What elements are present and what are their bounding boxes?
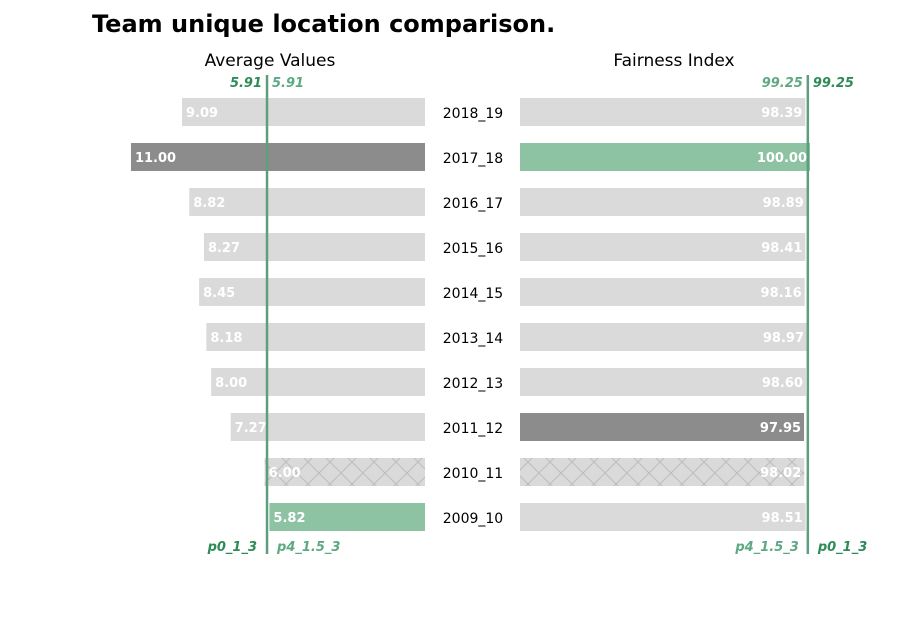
category-label-2017_18: 2017_18 bbox=[443, 151, 503, 167]
category-label-2013_14: 2013_14 bbox=[443, 331, 504, 347]
left-bar-label-2010_11: 6.00 bbox=[269, 466, 301, 481]
right-bar-label-2012_13: 98.60 bbox=[762, 376, 803, 391]
right-panel-title: Fairness Index bbox=[613, 51, 734, 71]
right-reference-value-a: 99.25 bbox=[762, 76, 803, 91]
chart-title: Team unique location comparison. bbox=[92, 10, 555, 38]
right-bar-2017_18 bbox=[520, 143, 810, 171]
right-reference-name-a: p4_1.5_3 bbox=[734, 540, 798, 555]
right-bar-label-2013_14: 98.97 bbox=[763, 331, 804, 346]
left-bar-label-2017_18: 11.00 bbox=[135, 151, 176, 166]
right-bar-2014_15 bbox=[520, 278, 805, 306]
left-bar-2015_16 bbox=[203, 233, 425, 261]
category-label-2010_11: 2010_11 bbox=[443, 466, 503, 482]
right-bar-2009_10 bbox=[520, 503, 806, 531]
category-label-2018_19: 2018_19 bbox=[443, 106, 503, 122]
right-bar-2010_11 bbox=[520, 458, 805, 486]
right-bar-label-2018_19: 98.39 bbox=[761, 106, 802, 121]
right-bar-label-2011_12: 97.95 bbox=[760, 421, 801, 436]
left-bar-2018_19 bbox=[182, 98, 425, 126]
left-bar-label-2013_14: 8.18 bbox=[210, 331, 242, 346]
right-reference-name-b: p0_1_3 bbox=[817, 540, 867, 555]
left-bar-2014_15 bbox=[199, 278, 425, 306]
right-bar-2018_19 bbox=[520, 98, 806, 126]
right-bar-label-2017_18: 100.00 bbox=[757, 151, 807, 166]
left-reference-name-b: p4_1.5_3 bbox=[276, 540, 340, 555]
left-bar-2011_12 bbox=[230, 413, 425, 441]
right-bar-label-2014_15: 98.16 bbox=[761, 286, 802, 301]
left-bar-label-2014_15: 8.45 bbox=[203, 286, 235, 301]
left-bar-label-2009_10: 5.82 bbox=[273, 511, 305, 526]
left-bar-2010_11 bbox=[264, 458, 425, 486]
right-bar-label-2015_16: 98.41 bbox=[761, 241, 802, 256]
left-bar-2012_13 bbox=[211, 368, 425, 396]
right-bar-2016_17 bbox=[520, 188, 807, 216]
right-bar-2012_13 bbox=[520, 368, 806, 396]
category-label-2011_12: 2011_12 bbox=[443, 421, 503, 437]
left-panel-title: Average Values bbox=[205, 51, 336, 71]
left-bar-label-2015_16: 8.27 bbox=[208, 241, 240, 256]
left-bar-label-2011_12: 7.27 bbox=[235, 421, 267, 436]
left-bar-label-2016_17: 8.82 bbox=[193, 196, 225, 211]
right-bar-label-2009_10: 98.51 bbox=[762, 511, 803, 526]
category-label-2012_13: 2012_13 bbox=[443, 376, 503, 392]
left-bar-2016_17 bbox=[189, 188, 425, 216]
right-bar-label-2016_17: 98.89 bbox=[763, 196, 804, 211]
category-label-2015_16: 2015_16 bbox=[443, 241, 504, 257]
left-bar-label-2018_19: 9.09 bbox=[186, 106, 218, 121]
left-reference-value-b: 5.91 bbox=[272, 76, 304, 91]
category-label-2009_10: 2009_10 bbox=[443, 511, 503, 527]
left-bar-2017_18 bbox=[130, 143, 425, 171]
left-bar-label-2012_13: 8.00 bbox=[215, 376, 247, 391]
left-reference-value-a: 5.91 bbox=[230, 76, 262, 91]
right-bar-2011_12 bbox=[520, 413, 805, 441]
right-bar-label-2010_11: 98.02 bbox=[760, 466, 801, 481]
right-bar-2013_14 bbox=[520, 323, 808, 351]
category-label-2014_15: 2014_15 bbox=[443, 286, 503, 302]
right-reference-value-b: 99.25 bbox=[813, 76, 854, 91]
left-bar-2013_14 bbox=[206, 323, 425, 351]
left-bar-2009_10 bbox=[269, 503, 425, 531]
right-bar-2015_16 bbox=[520, 233, 806, 261]
category-label-2016_17: 2016_17 bbox=[443, 196, 503, 212]
left-reference-name-a: p0_1_3 bbox=[207, 540, 257, 555]
